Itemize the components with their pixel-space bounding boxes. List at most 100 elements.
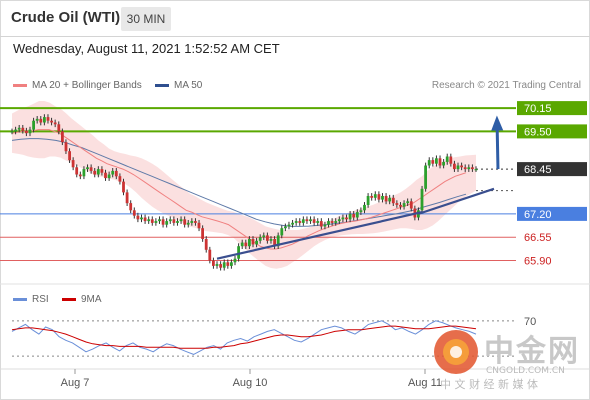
candle-down: [219, 264, 222, 268]
candle-down: [208, 249, 212, 261]
research-credit: Research © 2021 Trading Central: [431, 80, 581, 91]
candle-down: [39, 118, 43, 123]
candle-down: [25, 130, 28, 134]
candle-up: [255, 240, 258, 245]
level-label-box-69.50: [517, 124, 587, 139]
candle-up: [280, 228, 284, 236]
candle-up: [240, 242, 244, 247]
candle-down: [204, 239, 208, 250]
candle-down: [305, 219, 309, 222]
candle-down: [298, 221, 302, 223]
candle-up: [158, 219, 161, 222]
candle-down: [125, 192, 129, 204]
candle-up: [323, 224, 327, 227]
candle-up: [179, 219, 183, 222]
x-tick-label: Aug 10: [233, 377, 268, 389]
ma9-label: 9MA: [81, 294, 102, 305]
level-label-box-70.15: [517, 101, 587, 116]
candle-up: [176, 221, 179, 223]
level-label-67.20: 67.20: [524, 209, 552, 221]
candle-down: [212, 260, 215, 266]
candle-up: [424, 165, 427, 189]
candle-up: [43, 117, 46, 123]
candle-up: [294, 221, 298, 223]
candle-down: [89, 167, 93, 171]
candle-down: [460, 165, 463, 168]
candle-up: [327, 221, 330, 225]
candle-down: [266, 235, 269, 241]
candle-down: [471, 167, 474, 170]
candle-down: [46, 117, 50, 121]
candle-up: [442, 161, 445, 166]
candle-down: [183, 219, 187, 225]
candle-up: [456, 165, 460, 170]
candle-up: [17, 127, 21, 130]
candle-up: [262, 235, 266, 238]
rsi-series-9ma: [11, 325, 477, 349]
candle-up: [420, 188, 424, 211]
candle-down: [194, 221, 197, 223]
candle-up: [248, 239, 251, 247]
candle-up: [445, 156, 449, 162]
rsi-tick-70: 70: [524, 316, 536, 328]
candle-up: [168, 219, 172, 222]
ma9-swatch: [62, 297, 76, 301]
candle-down: [114, 170, 118, 177]
legend-rsi: RSI: [13, 294, 49, 305]
ma50-swatch: [155, 83, 169, 87]
candle-up: [373, 194, 377, 198]
candle-down: [431, 160, 435, 164]
watermark-domain: CNGOLD.COM.CN: [486, 366, 565, 376]
candle-down: [150, 219, 154, 223]
ma20-line: [11, 129, 467, 250]
timeframe-badge[interactable]: 30 MIN: [121, 7, 171, 31]
candle-down: [377, 194, 381, 200]
candle-down: [319, 221, 323, 227]
candle-down: [463, 167, 467, 170]
candle-up: [406, 201, 410, 204]
candle-up: [86, 167, 89, 170]
watermark-logo-icon: [434, 330, 478, 374]
candle-down: [251, 239, 255, 245]
candle-down: [244, 242, 248, 247]
x-tick-label: Aug 7: [61, 377, 90, 389]
candle-down: [53, 122, 57, 125]
candle-up: [28, 129, 32, 134]
candle-up: [291, 222, 294, 225]
candle-up: [165, 221, 169, 225]
candle-down: [21, 127, 25, 131]
candle-up: [363, 204, 366, 211]
candle-down: [345, 217, 348, 220]
level-label-70.15: 70.15: [524, 103, 552, 115]
candle-up: [10, 131, 14, 133]
candle-up: [32, 120, 35, 130]
candle-down: [172, 219, 176, 223]
level-label-66.55: 66.55: [524, 232, 552, 244]
level-label-box-68.45: [517, 162, 587, 177]
candle-down: [57, 124, 61, 132]
candle-down: [104, 172, 107, 179]
candle-up: [366, 196, 370, 205]
candle-up: [215, 264, 219, 266]
candle-up: [190, 221, 194, 223]
candle-down: [71, 160, 75, 168]
bollinger-band: [12, 101, 476, 269]
candle-up: [14, 129, 17, 132]
watermark-tagline: 中 文 财 经 新 媒 体: [440, 378, 538, 391]
candle-down: [226, 262, 230, 266]
ma20-swatch: [13, 83, 27, 87]
candle-down: [409, 201, 413, 209]
candle-up: [107, 174, 111, 179]
candle-up: [147, 219, 151, 222]
candle-up: [154, 221, 158, 223]
chart-datetime: Wednesday, August 11, 2021 1:52:52 AM CE…: [13, 41, 280, 56]
candle-up: [284, 226, 287, 229]
ma50-line: [11, 138, 467, 227]
watermark-brand: 中金网: [484, 334, 580, 369]
candle-up: [233, 258, 237, 263]
candle-up: [341, 217, 345, 220]
candle-up: [140, 217, 143, 220]
candle-down: [132, 210, 136, 216]
candle-down: [143, 217, 147, 222]
